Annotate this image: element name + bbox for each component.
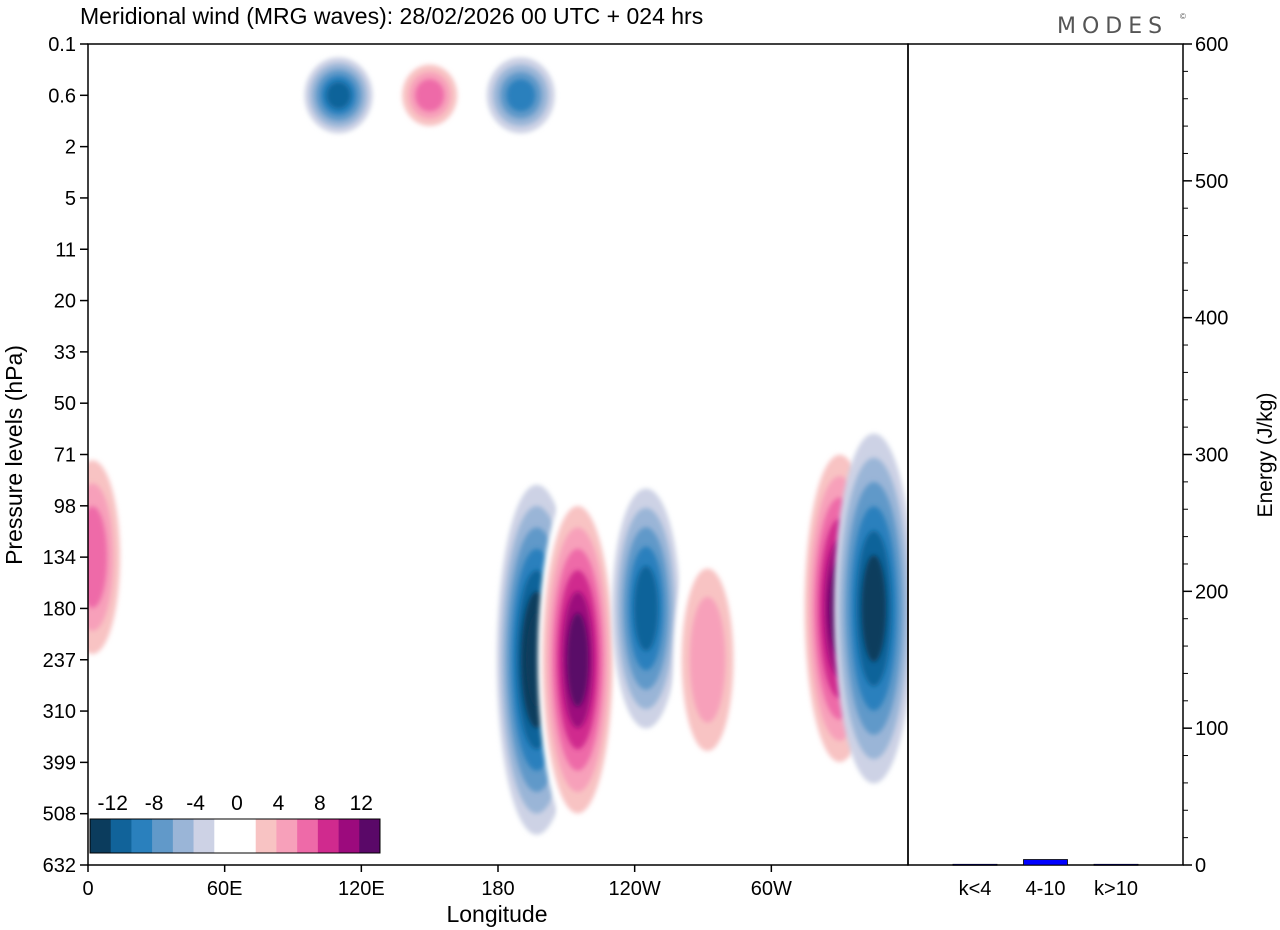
colorbar-swatch bbox=[297, 819, 319, 853]
y-axis-left: 0.1 0.6 2 5 11 20 33 50 71 98 134 180 237 310 399 508 63… bbox=[43, 34, 88, 877]
energy-category-label: k<4 bbox=[959, 878, 992, 900]
energy-tick-label: 200 bbox=[1195, 581, 1228, 603]
colorbar-label: 12 bbox=[350, 792, 373, 815]
brand-logo: MODES bbox=[1057, 14, 1168, 39]
positive-wind-contour bbox=[689, 596, 726, 723]
energy-bar bbox=[1093, 863, 1139, 866]
y-tick-label: 0.1 bbox=[48, 34, 76, 56]
negative-wind-contour bbox=[326, 81, 351, 109]
colorbar-swatch bbox=[152, 819, 174, 853]
negative-wind-contour bbox=[506, 79, 536, 112]
colorbar-frame bbox=[89, 818, 381, 854]
colorbar-swatch bbox=[90, 819, 112, 853]
colorbar-label: 4 bbox=[273, 792, 285, 815]
colorbar-swatch bbox=[235, 819, 257, 853]
y-tick-label: 310 bbox=[43, 701, 76, 723]
heatmap-plot-area bbox=[88, 44, 908, 865]
energy-tick-label: 500 bbox=[1195, 171, 1228, 193]
y-tick-label: 180 bbox=[43, 598, 76, 620]
negative-wind-contour bbox=[633, 565, 659, 652]
energy-category-label: 4-10 bbox=[1025, 878, 1065, 900]
negative-wind-contour bbox=[861, 554, 887, 662]
y-tick-label: 508 bbox=[43, 804, 76, 826]
x-tick-label: 120E bbox=[338, 878, 385, 900]
y-tick-label: 2 bbox=[65, 137, 76, 159]
y-tick-label: 0.6 bbox=[48, 85, 76, 107]
colorbar-swatch bbox=[276, 819, 298, 853]
colorbar-swatch bbox=[338, 819, 360, 853]
energy-tick-label: 300 bbox=[1195, 445, 1228, 467]
colorbar-swatch bbox=[317, 819, 339, 853]
y-tick-label: 33 bbox=[54, 342, 76, 364]
x-tick-label: 0 bbox=[82, 878, 93, 900]
positive-wind-contour bbox=[415, 79, 445, 112]
colorbar-swatch bbox=[214, 819, 236, 853]
y-axis-label: Pressure levels (hPa) bbox=[1, 345, 27, 565]
positive-wind-contour bbox=[88, 506, 107, 608]
y-tick-label: 50 bbox=[54, 393, 76, 415]
colorbar-swatch bbox=[172, 819, 194, 853]
colorbar: -12 -8 -4 0 4 8 12 bbox=[89, 792, 381, 854]
energy-tick-label: 600 bbox=[1195, 34, 1228, 56]
y-tick-label: 399 bbox=[43, 752, 76, 774]
colorbar-label: 0 bbox=[231, 792, 243, 815]
energy-tick-label: 400 bbox=[1195, 308, 1228, 330]
y-tick-label: 20 bbox=[54, 291, 76, 313]
energy-category-label: k>10 bbox=[1094, 878, 1138, 900]
colorbar-swatch bbox=[255, 819, 277, 853]
energy-categories: k<4 4-10 k>10 bbox=[959, 878, 1138, 900]
y-tick-label: 11 bbox=[55, 239, 76, 261]
x-axis: 0 60E 120E 180 120W 60W bbox=[82, 865, 792, 900]
x-tick-label: 60W bbox=[751, 878, 792, 900]
y-tick-label: 71 bbox=[54, 445, 76, 467]
colorbar-label: 8 bbox=[314, 792, 326, 815]
energy-axis-label: Energy (J/kg) bbox=[1254, 393, 1277, 518]
colorbar-swatch bbox=[359, 819, 381, 853]
y-tick-label: 98 bbox=[54, 496, 76, 518]
y-tick-label: 5 bbox=[65, 188, 76, 210]
positive-wind-contour bbox=[567, 612, 589, 707]
y-axis-right: 0 100 200 300 400 500 600 bbox=[1183, 34, 1228, 877]
colorbar-swatch bbox=[193, 819, 215, 853]
wind-field bbox=[88, 57, 908, 835]
x-tick-label: 180 bbox=[481, 878, 514, 900]
colorbar-label: -8 bbox=[145, 792, 164, 815]
colorbar-label: -4 bbox=[186, 792, 205, 815]
x-tick-label: 120W bbox=[609, 878, 661, 900]
energy-plot-frame bbox=[907, 43, 1184, 866]
y-tick-label: 134 bbox=[43, 547, 76, 569]
x-tick-label: 60E bbox=[207, 878, 243, 900]
energy-bar bbox=[952, 863, 998, 866]
energy-bars bbox=[952, 859, 1139, 866]
y-tick-label: 237 bbox=[43, 650, 76, 672]
energy-tick-label: 0 bbox=[1195, 855, 1206, 877]
brand-mark: © bbox=[1180, 12, 1186, 21]
chart-title: Meridional wind (MRG waves): 28/02/2026 … bbox=[80, 3, 703, 29]
energy-tick-label: 100 bbox=[1195, 718, 1228, 740]
x-axis-label: Longitude bbox=[446, 901, 547, 927]
energy-bar bbox=[1023, 859, 1068, 866]
y-tick-label: 632 bbox=[43, 855, 76, 877]
colorbar-swatch bbox=[131, 819, 153, 853]
colorbar-swatch bbox=[110, 819, 132, 853]
colorbar-label: -12 bbox=[98, 792, 128, 815]
